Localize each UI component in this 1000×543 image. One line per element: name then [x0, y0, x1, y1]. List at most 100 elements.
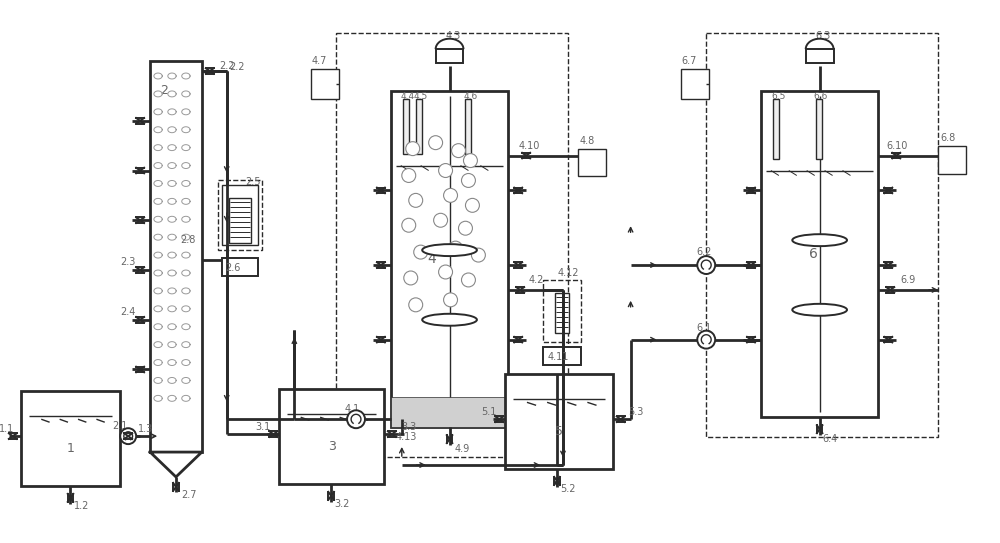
Text: 2: 2: [160, 84, 168, 97]
Circle shape: [439, 163, 453, 178]
Text: 2.5: 2.5: [246, 178, 261, 187]
Text: 4.8: 4.8: [580, 136, 595, 146]
Bar: [816, 99, 822, 159]
Text: 4.13: 4.13: [396, 432, 417, 442]
Bar: [403, 99, 409, 154]
Circle shape: [459, 221, 472, 235]
Text: 2.3: 2.3: [120, 257, 136, 267]
Text: 3.1: 3.1: [256, 422, 271, 432]
Text: 2.8: 2.8: [180, 235, 195, 245]
Circle shape: [697, 331, 715, 349]
Text: 2.2: 2.2: [230, 62, 245, 72]
Bar: [555, 293, 569, 333]
Text: 4.5: 4.5: [414, 92, 428, 102]
Polygon shape: [150, 452, 202, 477]
Text: 3.2: 3.2: [334, 499, 350, 509]
Circle shape: [461, 273, 475, 287]
Circle shape: [444, 293, 458, 307]
Circle shape: [409, 298, 423, 312]
Circle shape: [434, 213, 448, 227]
Bar: [391, 397, 508, 427]
Text: 2.1: 2.1: [112, 421, 128, 431]
Text: 1.3: 1.3: [138, 424, 153, 434]
Bar: [229, 198, 251, 243]
Bar: [706, 33, 938, 437]
Circle shape: [444, 188, 458, 203]
Text: 4.6: 4.6: [463, 92, 478, 102]
Circle shape: [465, 198, 479, 212]
Bar: [505, 375, 613, 469]
Circle shape: [409, 193, 423, 207]
Text: 3.3: 3.3: [402, 422, 417, 432]
Text: 4: 4: [428, 252, 436, 266]
Bar: [938, 146, 966, 174]
Ellipse shape: [792, 234, 847, 246]
Text: 1.2: 1.2: [73, 501, 89, 511]
Text: 4.12: 4.12: [558, 268, 579, 278]
Bar: [222, 186, 258, 245]
Circle shape: [471, 248, 485, 262]
Text: 5: 5: [555, 425, 563, 438]
Text: 2.7: 2.7: [181, 490, 196, 500]
Circle shape: [452, 144, 465, 157]
Text: 4.1: 4.1: [344, 405, 359, 414]
Text: 6.9: 6.9: [900, 275, 915, 285]
Text: 6.8: 6.8: [940, 132, 955, 143]
Circle shape: [429, 136, 443, 150]
Text: 4.3: 4.3: [446, 31, 461, 41]
Bar: [806, 49, 834, 63]
Circle shape: [347, 411, 365, 428]
Text: 5.2: 5.2: [560, 484, 575, 494]
Bar: [436, 49, 463, 63]
Circle shape: [449, 241, 462, 255]
Text: 6.7: 6.7: [681, 56, 697, 66]
Bar: [336, 33, 568, 457]
Circle shape: [402, 168, 416, 182]
Bar: [681, 69, 709, 99]
Text: 4.2: 4.2: [528, 275, 544, 285]
Circle shape: [404, 271, 418, 285]
Bar: [543, 280, 581, 342]
Text: 1.1: 1.1: [0, 424, 14, 434]
Bar: [218, 180, 262, 250]
Bar: [465, 99, 471, 154]
Bar: [773, 99, 779, 159]
Circle shape: [120, 428, 136, 444]
Circle shape: [402, 218, 416, 232]
Text: 4.10: 4.10: [518, 141, 540, 150]
Circle shape: [697, 256, 715, 274]
Ellipse shape: [422, 244, 477, 256]
Text: 6: 6: [809, 247, 818, 261]
Text: 2.2: 2.2: [220, 61, 235, 71]
Ellipse shape: [422, 314, 477, 326]
Text: 6.1: 6.1: [696, 323, 712, 333]
Ellipse shape: [792, 304, 847, 316]
Circle shape: [439, 265, 453, 279]
Bar: [416, 99, 422, 154]
Text: 5.3: 5.3: [629, 407, 644, 417]
Text: 2.4: 2.4: [120, 307, 136, 317]
Text: 6.4: 6.4: [823, 434, 838, 444]
Circle shape: [406, 142, 420, 156]
Text: 1: 1: [67, 441, 74, 454]
Bar: [279, 389, 384, 484]
Bar: [21, 392, 120, 486]
Text: 4.9: 4.9: [455, 444, 470, 454]
Text: 3: 3: [328, 440, 336, 453]
Circle shape: [463, 154, 477, 168]
Bar: [150, 61, 202, 452]
Bar: [311, 69, 339, 99]
Circle shape: [461, 174, 475, 187]
Text: 4.4: 4.4: [401, 92, 415, 102]
Bar: [391, 91, 508, 427]
Text: 6.3: 6.3: [816, 31, 831, 41]
Text: 6.2: 6.2: [696, 247, 712, 257]
Text: 6.10: 6.10: [886, 141, 908, 150]
Text: 2.6: 2.6: [226, 263, 241, 273]
Bar: [761, 91, 878, 417]
Bar: [578, 149, 606, 176]
Text: 4.7: 4.7: [311, 56, 327, 66]
Text: 5.1: 5.1: [481, 407, 497, 417]
Bar: [222, 258, 258, 276]
Text: 4.11: 4.11: [548, 351, 569, 362]
